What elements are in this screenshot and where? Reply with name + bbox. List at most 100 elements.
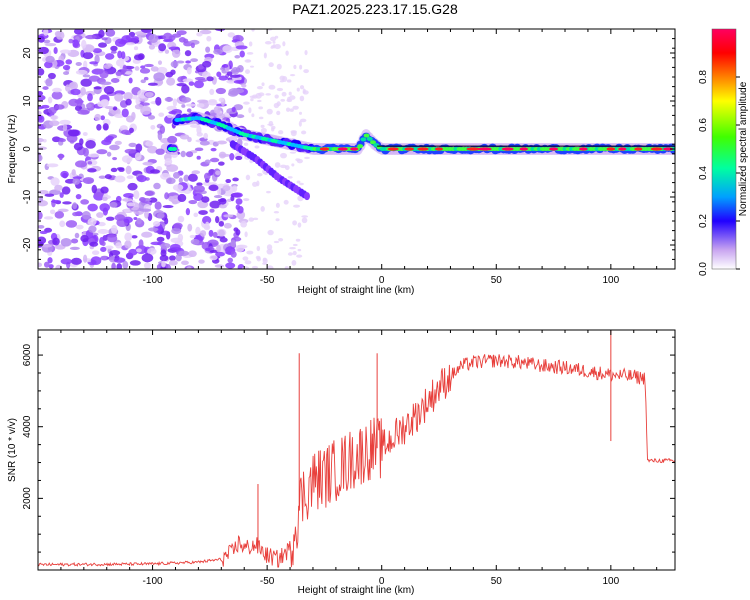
noise-blob: [186, 108, 192, 113]
noise-blob: [279, 75, 285, 81]
noise-blob: [177, 215, 185, 223]
noise-blob: [289, 246, 296, 250]
noise-blob: [60, 238, 72, 247]
noise-blob: [100, 81, 112, 86]
noise-blob: [55, 264, 63, 269]
noise-blob: [202, 216, 212, 225]
noise-blob: [48, 107, 57, 115]
noise-blob: [141, 231, 153, 238]
noise-blob: [54, 184, 63, 191]
noise-blob: [276, 63, 282, 70]
noise-blob: [292, 105, 299, 110]
noise-blob: [133, 54, 144, 61]
noise-blob: [157, 131, 163, 141]
noise-blob: [75, 193, 82, 200]
noise-blob: [232, 185, 238, 192]
noise-blob: [209, 157, 220, 163]
noise-blob: [42, 86, 49, 90]
noise-blob: [218, 75, 229, 81]
noise-blob: [139, 208, 152, 212]
noise-blob: [144, 91, 154, 98]
noise-blob: [133, 216, 138, 221]
noise-blob: [199, 29, 212, 35]
noise-blob: [251, 94, 258, 99]
noise-blob: [60, 170, 69, 178]
noise-blob: [54, 211, 65, 219]
noise-blob: [110, 50, 117, 54]
noise-blob: [43, 216, 54, 220]
noise-blob: [196, 99, 209, 104]
noise-blob: [139, 102, 150, 106]
noise-blob: [196, 132, 203, 137]
noise-blob: [290, 130, 297, 137]
noise-blob: [295, 238, 301, 242]
noise-blob: [170, 61, 179, 68]
noise-blob: [215, 170, 221, 176]
noise-blob: [216, 140, 228, 145]
noise-blob: [242, 256, 249, 261]
noise-blob: [265, 93, 272, 96]
noise-blob: [284, 266, 289, 269]
noise-blob: [126, 175, 134, 180]
noise-blob: [244, 69, 251, 74]
noise-blob: [127, 182, 138, 191]
noise-blob: [199, 230, 207, 237]
noise-blob: [82, 132, 88, 137]
noise-blob: [38, 110, 42, 116]
noise-blob: [153, 72, 165, 82]
noise-blob: [114, 93, 124, 102]
noise-blob: [232, 88, 245, 94]
noise-blob: [132, 95, 138, 100]
noise-blob: [267, 229, 274, 236]
noise-blob: [262, 257, 268, 264]
noise-blob: [160, 266, 167, 269]
noise-blob: [82, 177, 95, 184]
noise-blob: [178, 250, 189, 257]
noise-blob: [198, 259, 205, 264]
noise-blob: [173, 222, 183, 229]
noise-blob: [286, 79, 292, 83]
noise-blob: [159, 125, 166, 134]
noise-blob: [136, 217, 142, 225]
noise-blob: [296, 180, 301, 184]
noise-blob: [155, 148, 165, 155]
noise-blob: [58, 153, 63, 161]
noise-blob: [80, 86, 86, 96]
noise-blob: [251, 265, 259, 269]
noise-blob: [184, 50, 192, 57]
noise-blob: [293, 64, 297, 70]
noise-blob: [209, 200, 221, 209]
noise-blob: [50, 115, 59, 120]
noise-blob: [59, 220, 66, 228]
noise-blob: [194, 147, 204, 152]
noise-blob: [191, 170, 201, 175]
noise-blob: [144, 63, 154, 68]
noise-blob: [125, 42, 136, 46]
noise-blob: [88, 75, 100, 82]
noise-blob: [215, 251, 225, 257]
noise-blob: [123, 216, 133, 224]
noise-blob: [38, 224, 45, 229]
noise-blob: [272, 40, 276, 44]
noise-blob: [214, 29, 226, 32]
noise-blob: [143, 262, 151, 269]
noise-blob: [87, 161, 93, 165]
noise-blob: [232, 177, 239, 182]
noise-blob: [281, 91, 287, 97]
noise-blob: [297, 222, 302, 228]
noise-blob: [206, 35, 212, 42]
hot-spot: [650, 147, 663, 151]
noise-blob: [38, 46, 49, 55]
noise-blob: [59, 49, 72, 54]
noise-blob: [44, 193, 55, 197]
noise-blob: [129, 260, 141, 266]
noise-blob: [101, 37, 108, 41]
hot-spot: [350, 147, 359, 151]
noise-blob: [181, 97, 192, 103]
noise-blob: [283, 199, 289, 205]
noise-blob: [102, 123, 109, 131]
colorbar-gradient: [712, 29, 736, 269]
y-tick-label: 4000: [22, 415, 33, 438]
noise-blob: [114, 214, 126, 221]
noise-blob: [110, 78, 120, 83]
